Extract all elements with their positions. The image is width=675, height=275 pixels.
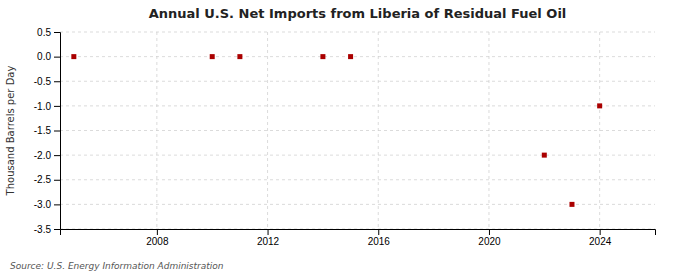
point — [569, 202, 574, 207]
tick-label: -1.0 — [34, 101, 52, 112]
tick: -3.0 — [34, 199, 60, 210]
tick-label: 2024 — [589, 236, 612, 247]
tick-mark — [54, 229, 60, 230]
point — [210, 54, 215, 59]
grid-line — [60, 32, 655, 33]
tick-label: -2.0 — [34, 150, 52, 161]
tick: 0.0 — [37, 51, 60, 62]
chart: 2008 2012 2016 2020 2024 0.5 0.0 -0.5 -1.0 -1.5 -2… — [0, 0, 675, 275]
tick-label: -1.5 — [34, 125, 52, 136]
tick: -2.0 — [34, 150, 60, 161]
tick: 0.5 — [37, 27, 60, 38]
tick-mark — [54, 106, 60, 107]
point — [237, 54, 242, 59]
grid-line — [156, 32, 157, 229]
grid-line — [60, 130, 655, 131]
point — [542, 153, 547, 158]
tick-mark — [268, 229, 269, 235]
tick-label: -0.5 — [34, 76, 52, 87]
y-axis-label: Thousand Barrels per Day — [5, 66, 16, 197]
grid-line — [60, 81, 655, 82]
axis-line — [61, 230, 656, 236]
tick: -3.5 — [34, 224, 60, 235]
tick-label: 2008 — [146, 236, 169, 247]
point — [320, 54, 325, 59]
tick-mark — [489, 229, 490, 235]
grid-line — [267, 32, 268, 229]
tick-label: -2.5 — [34, 174, 52, 185]
tick: 2020 — [478, 229, 501, 247]
x-axis: 2008 2012 2016 2020 2024 — [61, 229, 656, 247]
tick-mark — [54, 81, 60, 82]
grid-line — [599, 32, 600, 229]
grid-line — [378, 32, 379, 229]
tick-label: 2020 — [478, 236, 501, 247]
tick-mark — [54, 131, 60, 132]
tick-mark — [54, 57, 60, 58]
grid-line — [60, 56, 655, 57]
tick-mark — [600, 229, 601, 235]
grid-line — [60, 105, 655, 106]
grid-line — [60, 204, 655, 205]
tick-label: 2016 — [368, 236, 391, 247]
tick: -2.5 — [34, 174, 60, 185]
tick: -1.5 — [34, 125, 60, 136]
tick-mark — [54, 155, 60, 156]
grid — [60, 32, 655, 229]
tick-mark — [54, 180, 60, 181]
marks — [71, 54, 602, 207]
tick-label: 0.5 — [37, 27, 51, 38]
title: Annual U.S. Net Imports from Liberia of … — [149, 6, 567, 21]
tick: -0.5 — [34, 76, 60, 87]
tick-label: -3.5 — [34, 224, 52, 235]
tick-mark — [54, 204, 60, 205]
axis-line — [54, 33, 61, 230]
grid-line — [60, 155, 655, 156]
tick-label: -3.0 — [34, 199, 52, 210]
grid-line — [488, 32, 489, 229]
tick-mark — [54, 32, 60, 33]
point — [71, 54, 76, 59]
point — [597, 103, 602, 108]
tick-mark — [378, 229, 379, 235]
tick: -1.0 — [34, 101, 60, 112]
tick: 2016 — [368, 229, 391, 247]
tick-label: 0.0 — [37, 51, 51, 62]
annotation: Source: U.S. Energy Information Administ… — [10, 261, 224, 271]
tick: 2008 — [146, 229, 169, 247]
y-axis: 0.5 0.0 -0.5 -1.0 -1.5 -2.0 -2.5 -3.0 -3.5 — [34, 27, 61, 235]
point — [348, 54, 353, 59]
tick-label: 2012 — [257, 236, 280, 247]
grid-line — [60, 179, 655, 180]
tick: 2024 — [589, 229, 612, 247]
tick-mark — [157, 229, 158, 235]
plot-area: 2008 2012 2016 2020 2024 0.5 0.0 -0.5 -1.0 -1.5 -2… — [34, 27, 656, 247]
tick: 2012 — [257, 229, 280, 247]
